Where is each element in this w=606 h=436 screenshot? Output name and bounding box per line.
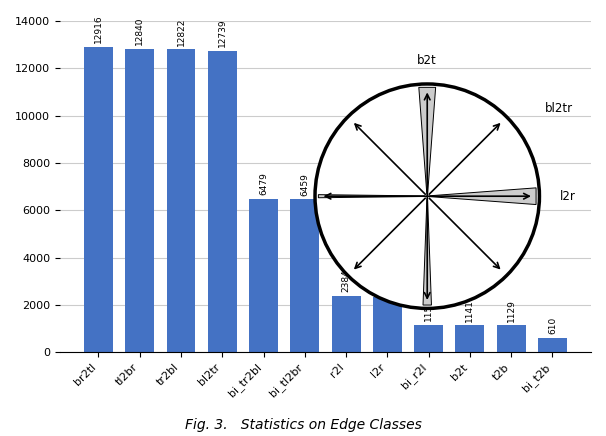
Bar — [167, 49, 195, 352]
Text: b2t: b2t — [418, 54, 437, 67]
Polygon shape — [423, 196, 431, 305]
Bar — [497, 325, 525, 352]
Text: 1129: 1129 — [507, 299, 516, 322]
Bar — [456, 325, 484, 352]
Bar — [125, 49, 154, 352]
Bar — [373, 297, 402, 352]
Bar — [249, 199, 278, 352]
Text: 610: 610 — [548, 317, 557, 334]
Text: 2384: 2384 — [342, 269, 350, 292]
Polygon shape — [318, 194, 427, 198]
Polygon shape — [419, 87, 436, 196]
Bar — [208, 51, 237, 352]
Text: 6459: 6459 — [301, 173, 309, 196]
Text: 1153: 1153 — [424, 298, 433, 321]
Text: l2r: l2r — [560, 190, 576, 203]
Bar — [414, 325, 443, 352]
Text: Fig. 3.   Statistics on Edge Classes: Fig. 3. Statistics on Edge Classes — [185, 418, 421, 432]
Text: 12739: 12739 — [218, 19, 227, 48]
Text: 1141: 1141 — [465, 299, 474, 322]
Text: 2312: 2312 — [383, 271, 392, 294]
Bar — [290, 199, 319, 352]
Text: 6479: 6479 — [259, 173, 268, 195]
Circle shape — [315, 84, 539, 308]
Text: bl2tr: bl2tr — [545, 102, 573, 115]
Text: 12822: 12822 — [176, 17, 185, 45]
Bar — [331, 296, 361, 352]
Text: 12840: 12840 — [135, 17, 144, 45]
Text: 12916: 12916 — [94, 15, 103, 43]
Bar — [538, 337, 567, 352]
Polygon shape — [427, 188, 536, 204]
Bar — [84, 47, 113, 352]
